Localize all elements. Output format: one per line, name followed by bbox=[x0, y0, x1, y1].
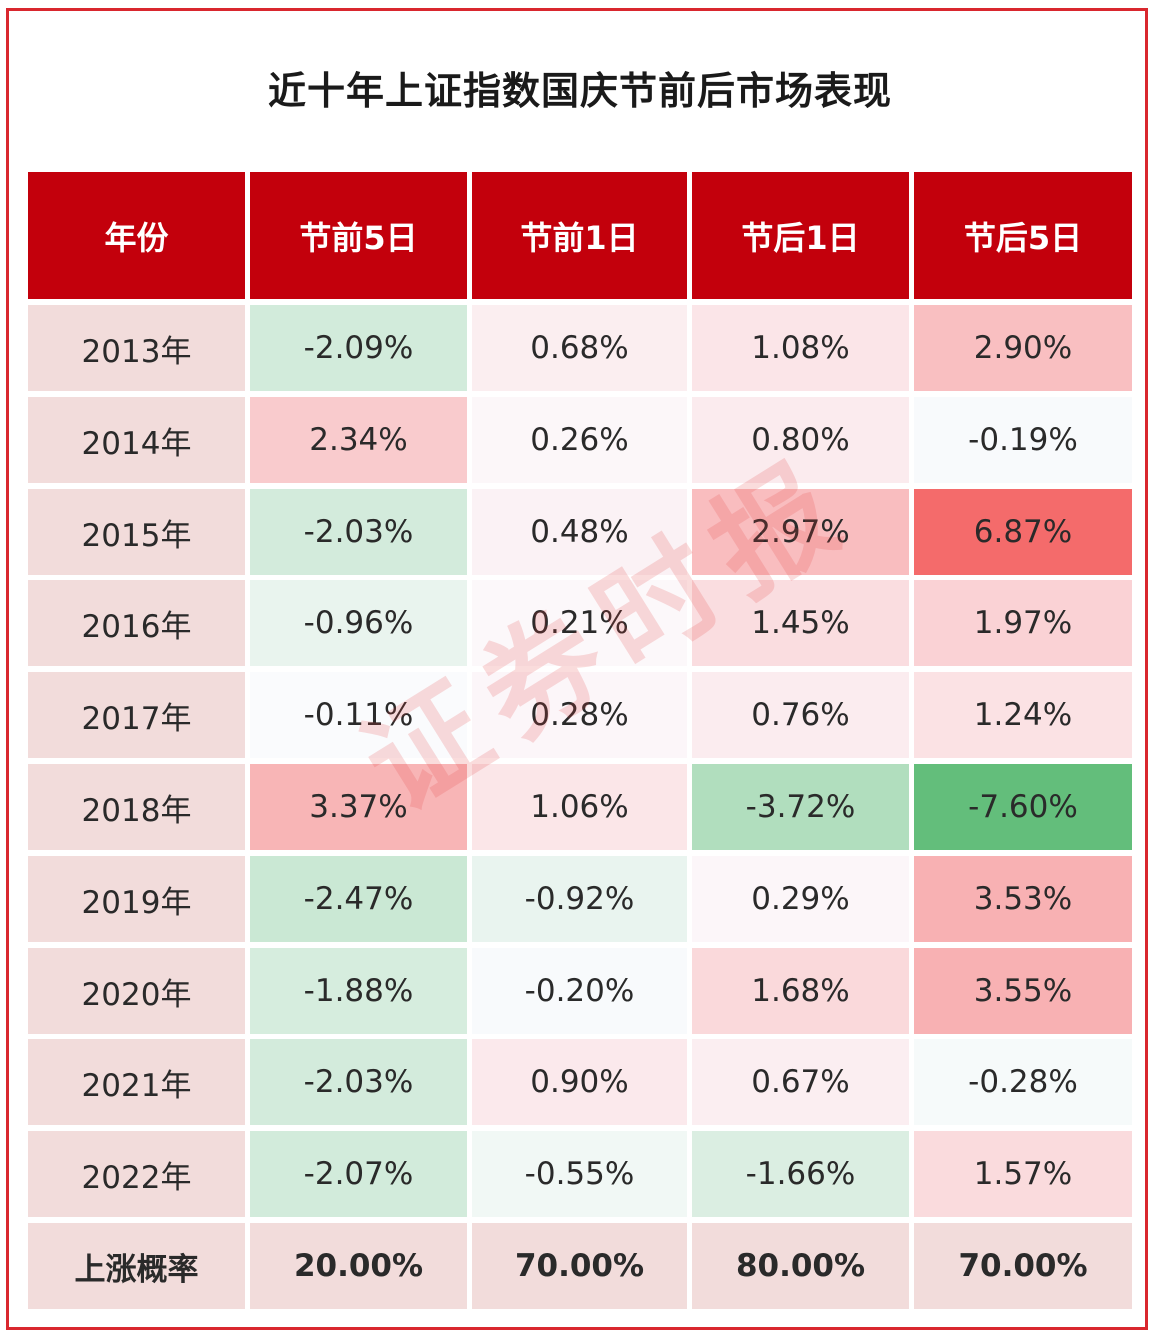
value-cell: 0.90% bbox=[472, 1039, 687, 1125]
summary-value: 80.00% bbox=[692, 1223, 909, 1309]
value-cell: 2.90% bbox=[914, 305, 1132, 391]
year-cell: 2016年 bbox=[28, 580, 245, 666]
value-cell: 0.48% bbox=[472, 489, 687, 575]
value-cell: 1.45% bbox=[692, 580, 909, 666]
summary-value: 20.00% bbox=[250, 1223, 467, 1309]
value-cell: 6.87% bbox=[914, 489, 1132, 575]
year-cell: 2020年 bbox=[28, 948, 245, 1034]
value-cell: 1.06% bbox=[472, 764, 687, 850]
value-cell: 1.57% bbox=[914, 1131, 1132, 1217]
summary-value: 70.00% bbox=[914, 1223, 1132, 1309]
year-cell: 2021年 bbox=[28, 1039, 245, 1125]
value-cell: -2.07% bbox=[250, 1131, 467, 1217]
column-header: 年份 bbox=[28, 172, 245, 299]
value-cell: 3.53% bbox=[914, 856, 1132, 942]
value-cell: 0.21% bbox=[472, 580, 687, 666]
value-cell: -0.19% bbox=[914, 397, 1132, 483]
value-cell: 0.28% bbox=[472, 672, 687, 758]
value-cell: 0.67% bbox=[692, 1039, 909, 1125]
value-cell: -2.03% bbox=[250, 489, 467, 575]
chart-title: 近十年上证指数国庆节前后市场表现 bbox=[267, 69, 892, 113]
column-header: 节后1日 bbox=[692, 172, 909, 299]
year-cell: 2017年 bbox=[28, 672, 245, 758]
value-cell: 0.29% bbox=[692, 856, 909, 942]
value-cell: -2.03% bbox=[250, 1039, 467, 1125]
value-cell: -0.92% bbox=[472, 856, 687, 942]
value-cell: -1.88% bbox=[250, 948, 467, 1034]
value-cell: -3.72% bbox=[692, 764, 909, 850]
summary-value: 70.00% bbox=[472, 1223, 687, 1309]
value-cell: 1.08% bbox=[692, 305, 909, 391]
value-cell: 1.68% bbox=[692, 948, 909, 1034]
value-cell: -2.47% bbox=[250, 856, 467, 942]
value-cell: 0.68% bbox=[472, 305, 687, 391]
value-cell: 2.97% bbox=[692, 489, 909, 575]
value-cell: -0.20% bbox=[472, 948, 687, 1034]
value-cell: -0.96% bbox=[250, 580, 467, 666]
column-header: 节后5日 bbox=[914, 172, 1132, 299]
year-cell: 2015年 bbox=[28, 489, 245, 575]
year-cell: 2014年 bbox=[28, 397, 245, 483]
year-cell: 2019年 bbox=[28, 856, 245, 942]
value-cell: -0.55% bbox=[472, 1131, 687, 1217]
value-cell: -0.28% bbox=[914, 1039, 1132, 1125]
column-header: 节前1日 bbox=[472, 172, 687, 299]
column-header: 节前5日 bbox=[250, 172, 467, 299]
summary-label: 上涨概率 bbox=[28, 1223, 245, 1309]
value-cell: -7.60% bbox=[914, 764, 1132, 850]
value-cell: 1.97% bbox=[914, 580, 1132, 666]
value-cell: -2.09% bbox=[250, 305, 467, 391]
value-cell: 1.24% bbox=[914, 672, 1132, 758]
year-cell: 2013年 bbox=[28, 305, 245, 391]
year-cell: 2018年 bbox=[28, 764, 245, 850]
year-cell: 2022年 bbox=[28, 1131, 245, 1217]
value-cell: 3.55% bbox=[914, 948, 1132, 1034]
value-cell: 0.76% bbox=[692, 672, 909, 758]
value-cell: 3.37% bbox=[250, 764, 467, 850]
value-cell: -0.11% bbox=[250, 672, 467, 758]
value-cell: 0.80% bbox=[692, 397, 909, 483]
value-cell: 2.34% bbox=[250, 397, 467, 483]
value-cell: -1.66% bbox=[692, 1131, 909, 1217]
value-cell: 0.26% bbox=[472, 397, 687, 483]
